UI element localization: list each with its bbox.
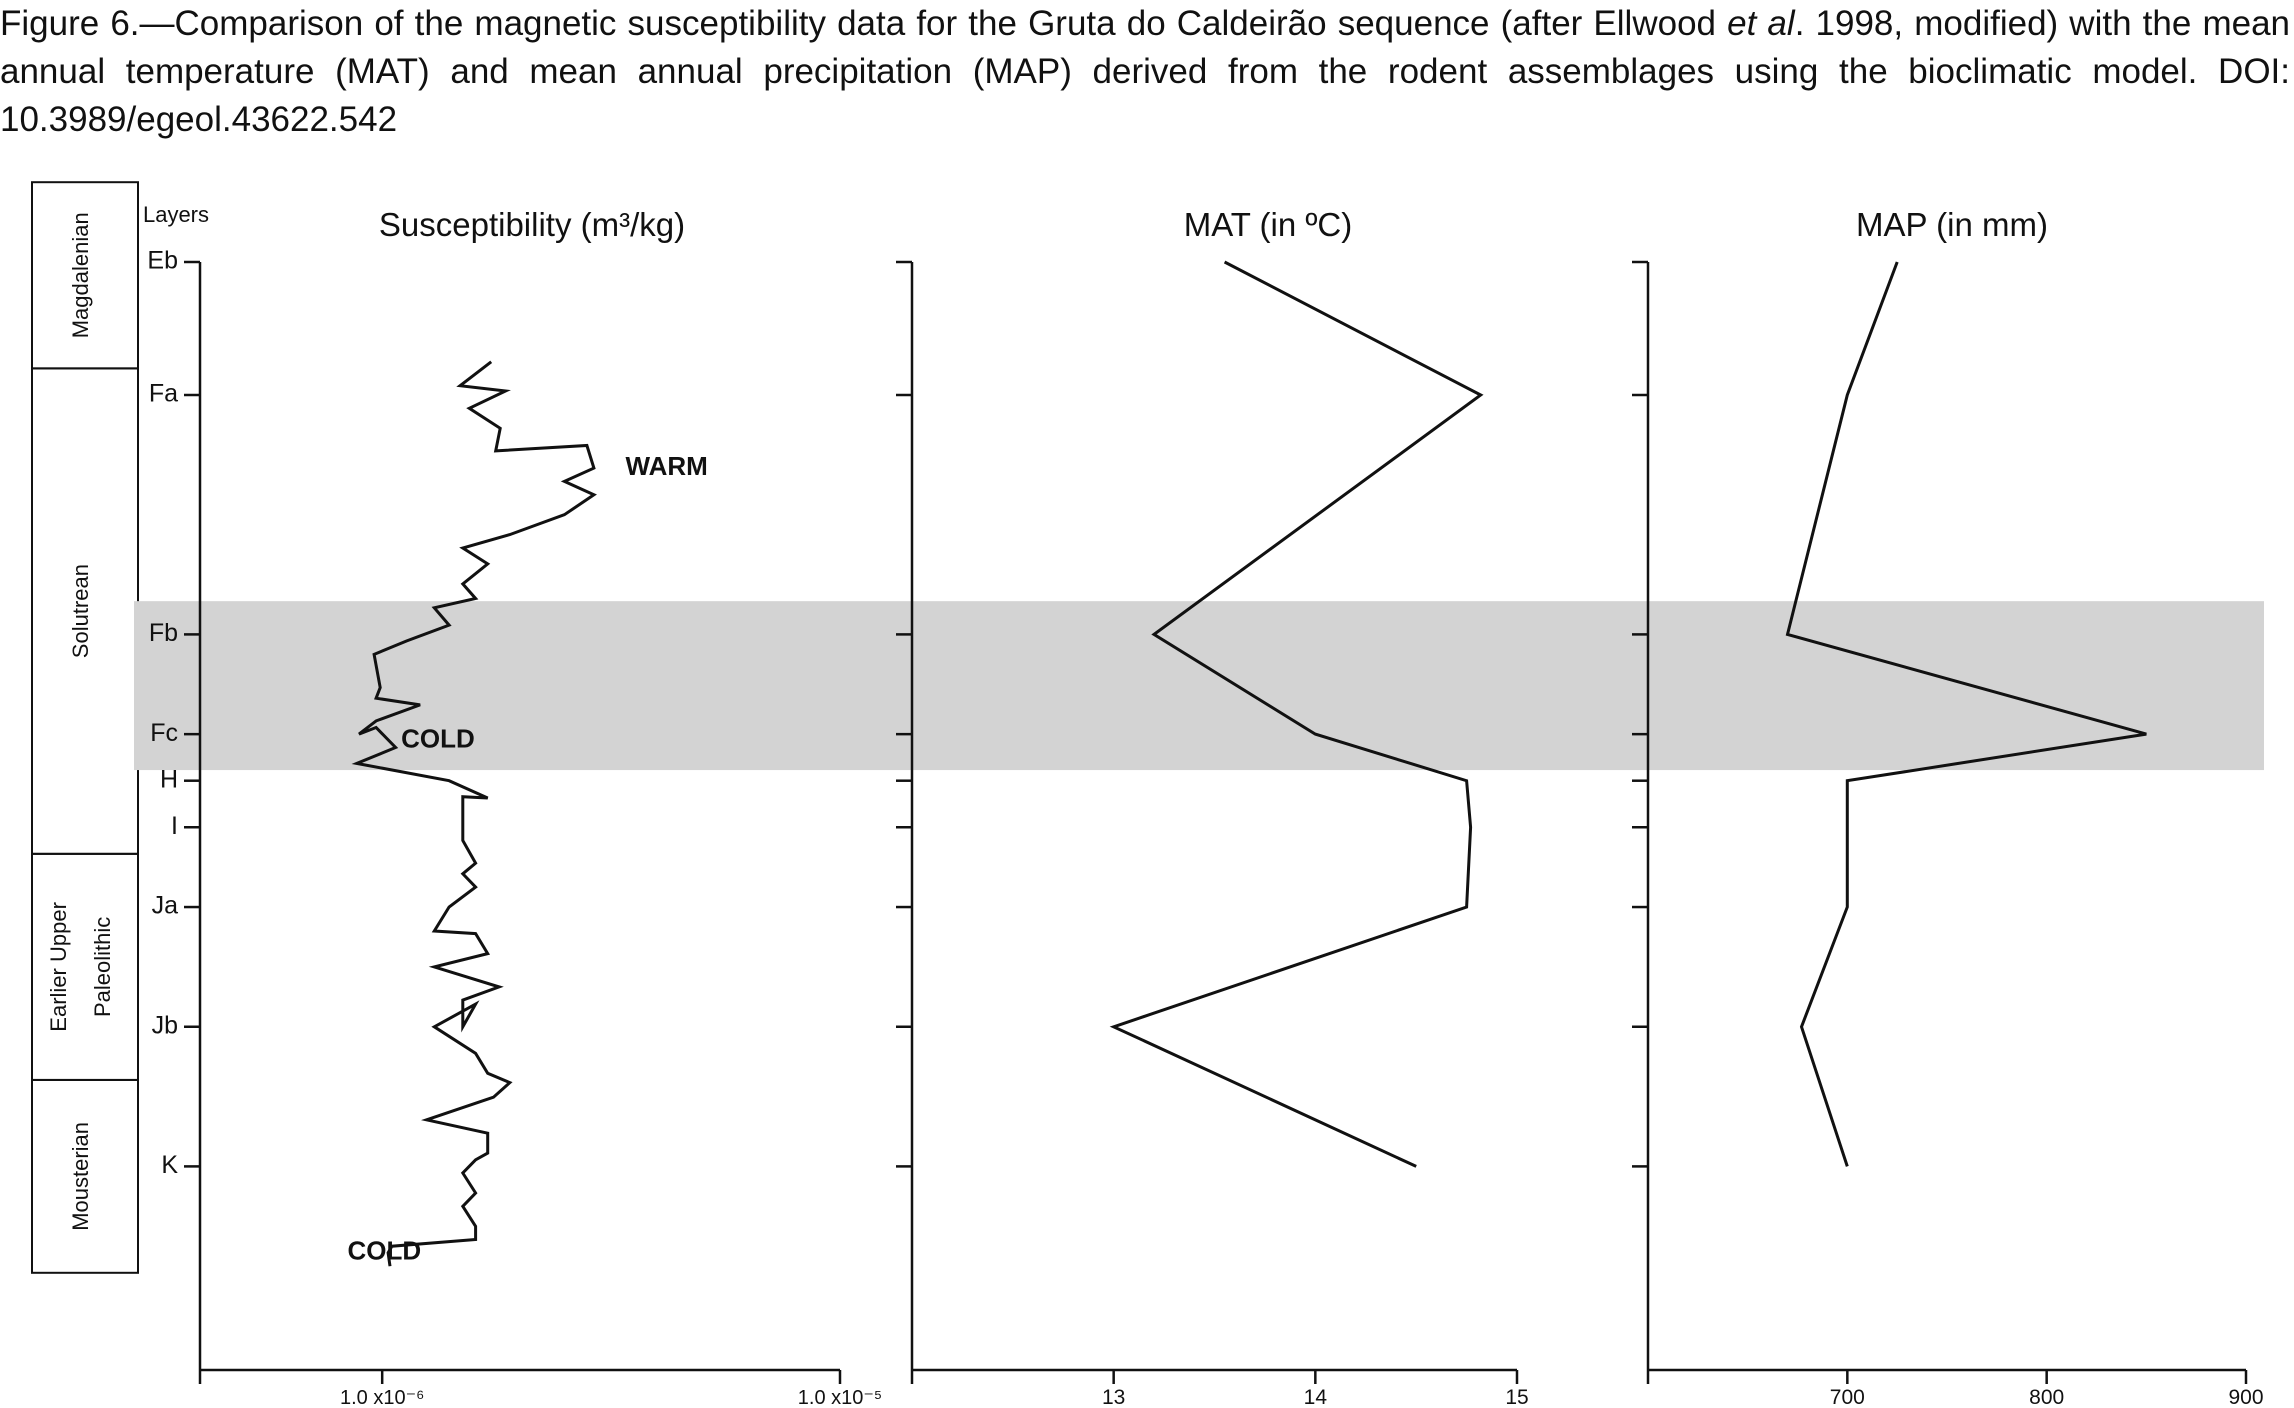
period-label: Magdalenian	[68, 212, 93, 338]
x-tick-label: 14	[1304, 1386, 1328, 1408]
x-tick-label: 1.0 x10⁻⁵	[798, 1387, 882, 1408]
figure-caption: Figure 6.—Comparison of the magnetic sus…	[0, 0, 2290, 144]
layer-tick-label: H	[160, 765, 178, 793]
x-tick-label: 13	[1102, 1386, 1125, 1408]
period-label: Paleolithic	[90, 917, 115, 1017]
annotation-label: WARM	[626, 451, 708, 481]
layer-tick-label: Fa	[149, 380, 178, 408]
period-label: Earlier Upper	[46, 902, 71, 1032]
susceptibility-title: Susceptibility (m³/kg)	[379, 206, 685, 243]
mat-title: MAT (in ºC)	[1184, 206, 1353, 243]
annotation-label: COLD	[348, 1236, 422, 1266]
caption-text-2: . 1998, modified) with the mean annual t…	[0, 4, 2290, 139]
layers-axis-title: Layers	[143, 202, 209, 227]
layer-tick-label: Fc	[150, 719, 178, 747]
x-tick-label: 1.0 x10⁻⁶	[340, 1387, 424, 1408]
layer-tick-label: Jb	[152, 1011, 178, 1039]
period-label: Solutrean	[68, 564, 93, 658]
layer-tick-label: Eb	[147, 247, 178, 275]
map-title: MAP (in mm)	[1856, 206, 2048, 243]
highlight-band	[134, 601, 2264, 771]
x-tick-label: 800	[2029, 1386, 2064, 1408]
x-tick-label: 15	[1505, 1386, 1528, 1408]
x-tick-label: 900	[2228, 1386, 2263, 1408]
layer-tick-label: I	[171, 812, 178, 840]
susceptibility-line	[351, 360, 597, 1267]
x-tick-label: 700	[1830, 1386, 1865, 1408]
layer-tick-label: Fb	[149, 619, 178, 647]
caption-italic: et al	[1727, 4, 1795, 43]
period-box	[31, 1078, 139, 1274]
layer-tick-label: K	[161, 1151, 178, 1179]
annotation-label: COLD	[401, 724, 475, 754]
layer-tick-label: Ja	[152, 892, 179, 920]
period-label: Mousterian	[68, 1122, 93, 1231]
caption-text-1: Figure 6.—Comparison of the magnetic sus…	[0, 4, 1728, 43]
